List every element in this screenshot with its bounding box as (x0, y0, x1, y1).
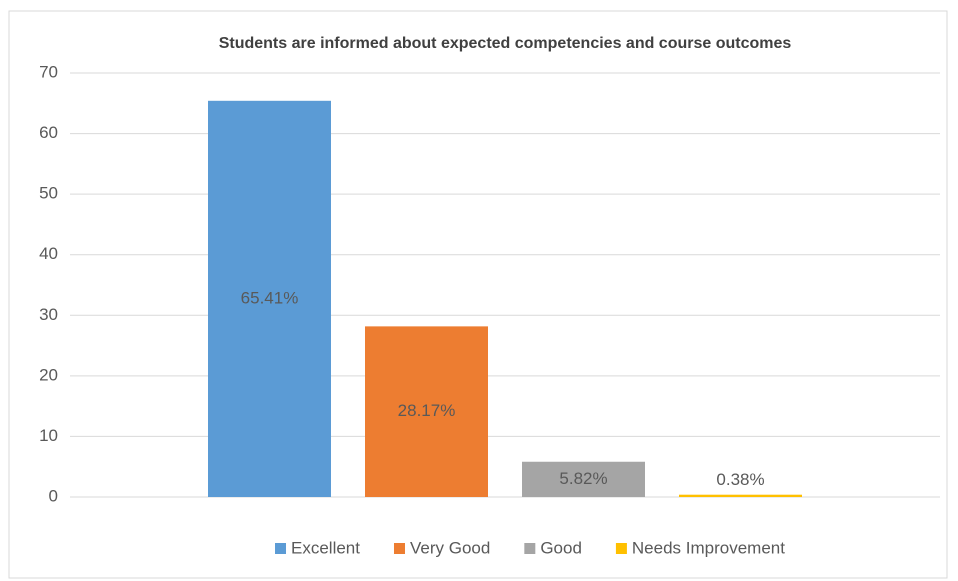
data-label: 28.17% (398, 401, 456, 420)
legend-swatch (275, 543, 287, 554)
y-tick-label: 70 (39, 62, 58, 81)
data-label: 65.41% (241, 288, 299, 307)
bar (365, 326, 488, 497)
legend-label: Very Good (410, 538, 490, 557)
y-tick-label: 10 (39, 426, 58, 445)
bar (522, 461, 645, 497)
y-tick-label: 0 (49, 486, 58, 505)
bar (208, 100, 331, 498)
y-tick-label: 20 (39, 365, 58, 384)
legend-label: Excellent (291, 538, 360, 557)
legend-swatch (615, 543, 627, 554)
y-tick-label: 40 (39, 244, 58, 263)
data-label: 5.82% (559, 469, 607, 488)
legend-label: Needs Improvement (632, 538, 785, 557)
data-label: 0.38% (716, 470, 764, 489)
legend-swatch (524, 543, 536, 554)
y-tick-label: 60 (39, 123, 58, 142)
legend-swatch (393, 543, 405, 554)
legend-label: Good (540, 538, 582, 557)
bar (679, 494, 802, 497)
y-tick-label: 50 (39, 184, 58, 203)
chart-title: Students are informed about expected com… (219, 35, 792, 52)
y-tick-label: 30 (39, 305, 58, 324)
